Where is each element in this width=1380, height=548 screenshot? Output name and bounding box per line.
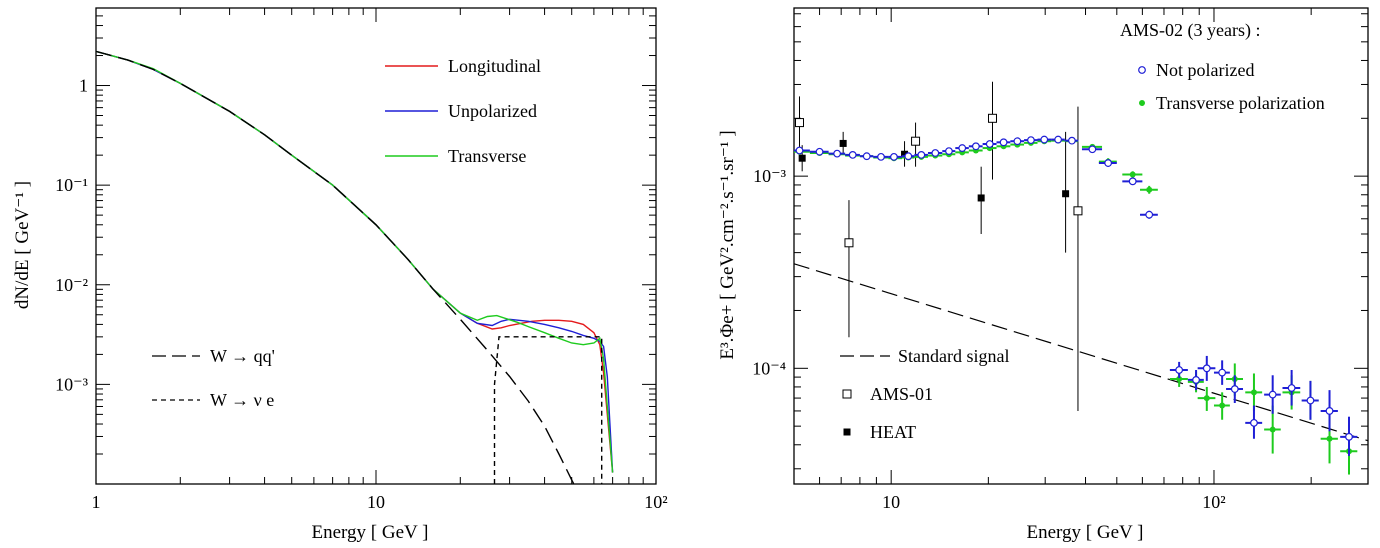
x-tick-label: 10 bbox=[882, 492, 900, 512]
l-plot-frame bbox=[95, 7, 657, 485]
data-point-not-polarized bbox=[1068, 136, 1076, 145]
data-point-not-polarized bbox=[877, 152, 885, 161]
data-point-not-polarized bbox=[1250, 418, 1258, 427]
data-point-not-polarized bbox=[1287, 384, 1296, 392]
data-point-heat bbox=[977, 194, 985, 202]
data-point-ams-01 bbox=[794, 118, 804, 128]
data-point-not-polarized bbox=[1325, 407, 1334, 415]
data-point-heat bbox=[901, 150, 909, 158]
data-point-heat bbox=[839, 139, 847, 147]
legend-label: AMS-01 bbox=[870, 384, 933, 404]
left-y-axis-title: dN/dE [ GeV⁻¹ ] bbox=[12, 181, 33, 309]
right-chart: 10 10² 10⁻³ 10⁻⁴ Energy [ GeV ] E³.Φe+ [ Ge… bbox=[717, 7, 1369, 543]
legend-marker bbox=[842, 389, 852, 399]
legend-label: W → qq' bbox=[210, 346, 275, 366]
y-tick-label: 10⁻³ bbox=[753, 166, 787, 186]
data-point-not-polarized bbox=[917, 150, 926, 159]
data-point-not-polarized bbox=[833, 149, 842, 158]
data-point-transverse-polarization bbox=[1176, 375, 1183, 382]
data-point-not-polarized bbox=[815, 147, 824, 156]
right-legend-top: AMS-02 (3 years) : Not polarized Transvers… bbox=[1120, 20, 1325, 113]
legend-label: Transverse bbox=[448, 146, 526, 166]
right-standard-signal bbox=[794, 263, 1368, 442]
legend-title: AMS-02 (3 years) : bbox=[1120, 20, 1260, 41]
left-series bbox=[96, 50, 614, 484]
data-point-not-polarized bbox=[1218, 368, 1227, 377]
left-legend-bottom: W → qq' W → ν e bbox=[152, 346, 275, 410]
x-tick-label: 10² bbox=[1202, 492, 1225, 512]
legend-label: Not polarized bbox=[1156, 60, 1254, 80]
x-tick-label: 1 bbox=[92, 492, 101, 512]
y-tick-label: 10⁻³ bbox=[55, 374, 89, 394]
left-ticks bbox=[95, 7, 657, 485]
data-point-not-polarized bbox=[1104, 159, 1113, 167]
data-point-transverse-polarization bbox=[1269, 426, 1276, 433]
r-plot-frame bbox=[793, 7, 1369, 485]
series-line-w-e bbox=[493, 336, 603, 484]
data-point-not-polarized bbox=[931, 149, 940, 157]
right-x-axis-title: Energy [ GeV ] bbox=[1027, 522, 1144, 543]
legend-label: Transverse polarization bbox=[1156, 93, 1325, 113]
data-point-not-polarized bbox=[1145, 210, 1154, 219]
data-point-not-polarized bbox=[1054, 135, 1063, 144]
data-point-not-polarized bbox=[945, 147, 953, 156]
data-point-not-polarized bbox=[795, 146, 804, 155]
left-chart: 1 10 10² 1 10⁻¹ 10⁻² 10⁻³ Energy [ GeV ] dN/dE… bbox=[12, 7, 668, 543]
x-tick-label: 10 bbox=[367, 492, 385, 512]
data-point-not-polarized bbox=[1013, 137, 1022, 146]
legend-marker bbox=[843, 428, 851, 436]
right-legend-bottom: Standard signal AMS-01 HEAT bbox=[840, 346, 1009, 442]
data-point-ams-01 bbox=[911, 136, 921, 146]
x-tick-label: 10² bbox=[644, 492, 667, 512]
data-point-not-polarized bbox=[862, 152, 871, 161]
standard-signal-line bbox=[794, 263, 1368, 442]
legend-label: HEAT bbox=[870, 422, 916, 442]
data-point-transverse-polarization bbox=[1250, 389, 1257, 396]
y-tick-label: 10⁻¹ bbox=[55, 175, 88, 195]
data-point-not-polarized bbox=[904, 152, 913, 161]
series-line-w-qq- bbox=[96, 50, 575, 484]
right-series bbox=[794, 81, 1358, 475]
data-point-transverse-polarization bbox=[1326, 435, 1333, 442]
data-point-not-polarized bbox=[1202, 364, 1211, 373]
legend-label: Unpolarized bbox=[448, 101, 537, 121]
left-x-axis-title: Energy [ GeV ] bbox=[312, 522, 429, 543]
legend-label: Longitudinal bbox=[448, 56, 541, 76]
data-point-not-polarized bbox=[1306, 396, 1315, 405]
data-point-ams-01 bbox=[987, 113, 997, 123]
data-point-not-polarized bbox=[971, 142, 980, 151]
y-tick-label: 1 bbox=[79, 76, 88, 96]
data-point-not-polarized bbox=[1040, 135, 1049, 144]
legend-label: Standard signal bbox=[898, 346, 1009, 366]
data-point-not-polarized bbox=[958, 144, 967, 152]
legend-label: W → ν e bbox=[210, 390, 274, 410]
data-point-transverse-polarization bbox=[1219, 402, 1226, 409]
data-point-not-polarized bbox=[848, 150, 857, 159]
data-point-not-polarized bbox=[1268, 390, 1277, 399]
data-point-heat bbox=[798, 154, 806, 162]
data-point-not-polarized bbox=[890, 152, 898, 161]
data-point-transverse-polarization bbox=[1146, 186, 1153, 193]
right-ticks bbox=[793, 8, 1369, 484]
left-legend-top: Longitudinal Unpolarized Transverse bbox=[385, 56, 541, 166]
data-point-not-polarized bbox=[1088, 145, 1097, 154]
data-point-not-polarized bbox=[1128, 177, 1137, 186]
data-point-ams-01 bbox=[1073, 206, 1083, 216]
data-point-not-polarized bbox=[1192, 376, 1200, 384]
legend-marker bbox=[1139, 100, 1145, 106]
data-point-transverse-polarization bbox=[1203, 395, 1210, 402]
data-point-transverse-polarization bbox=[1129, 171, 1136, 178]
y-tick-label: 10⁻⁴ bbox=[752, 358, 786, 378]
data-point-not-polarized bbox=[985, 140, 994, 148]
y-tick-label: 10⁻² bbox=[55, 275, 88, 295]
legend-marker bbox=[1138, 66, 1146, 74]
data-point-not-polarized bbox=[1230, 385, 1239, 393]
data-point-not-polarized bbox=[999, 138, 1008, 147]
data-point-not-polarized bbox=[1027, 136, 1035, 145]
data-point-not-polarized bbox=[1175, 366, 1184, 374]
right-y-axis-title: E³.Φe+ [ GeV².cm⁻².s⁻¹.sr⁻¹ ] bbox=[717, 130, 738, 359]
data-point-ams-01 bbox=[844, 238, 854, 248]
data-point-heat bbox=[1062, 190, 1070, 198]
data-point-not-polarized bbox=[1345, 432, 1353, 441]
